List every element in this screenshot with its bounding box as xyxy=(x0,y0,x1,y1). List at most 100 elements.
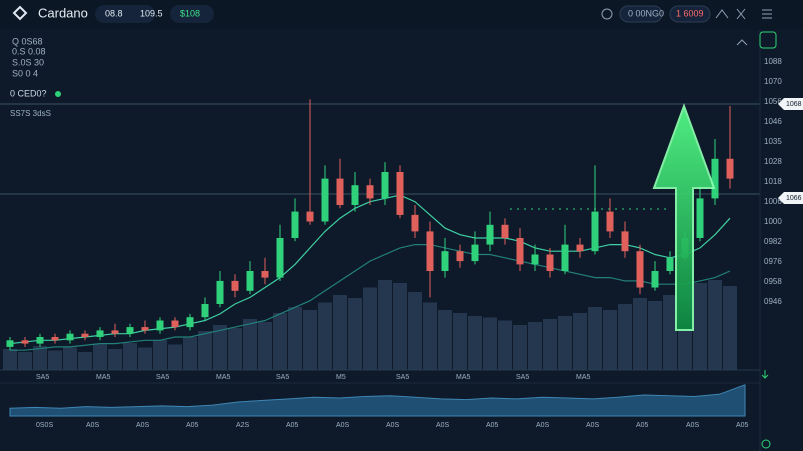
volume-bar xyxy=(588,307,602,370)
candle-body xyxy=(621,231,629,252)
volume-bar xyxy=(48,350,62,370)
volume-bar xyxy=(393,283,407,370)
candle-body xyxy=(471,244,479,262)
candle-body xyxy=(366,185,374,199)
trend-arrow xyxy=(652,103,716,331)
time-label: SA5 xyxy=(276,374,289,381)
info-line: S0 0 4 xyxy=(12,68,38,78)
candle-body xyxy=(21,340,29,344)
time-label: SA5 xyxy=(516,374,529,381)
candle-body xyxy=(351,185,359,205)
volume-bar xyxy=(78,352,92,370)
volume-bar xyxy=(138,347,152,370)
time-label: MA5 xyxy=(216,374,231,381)
volume-bar xyxy=(498,320,512,370)
time-label: M5 xyxy=(336,374,346,381)
candle-body xyxy=(321,178,329,222)
volume-bar xyxy=(228,328,242,370)
candle-body xyxy=(546,254,554,271)
info-line: Q 0S68 xyxy=(12,36,43,46)
candle-body xyxy=(651,271,659,288)
volume-bar xyxy=(603,310,617,370)
logo xyxy=(12,5,28,21)
volume-bar xyxy=(708,280,722,370)
overview-time-label: A0S xyxy=(586,422,600,429)
overview-time-label: A0S xyxy=(386,422,400,429)
stat-pill[interactable] xyxy=(170,5,214,23)
icon[interactable] xyxy=(759,31,777,49)
volume-bar xyxy=(423,302,437,370)
overview-time-label: A0S xyxy=(136,422,150,429)
overview-time-label: 0S0S xyxy=(36,422,53,429)
overview-time-label: A05 xyxy=(486,422,499,429)
volume-bar xyxy=(198,331,212,370)
stat-pill[interactable] xyxy=(95,5,155,23)
collapse[interactable] xyxy=(736,39,748,46)
volume-bar xyxy=(573,313,587,370)
pair-label: 0 CED0? xyxy=(10,88,47,98)
candle-body xyxy=(51,337,59,341)
stat: 08.8 xyxy=(105,8,123,18)
overview-time-label: A05 xyxy=(286,422,299,429)
volume-bar xyxy=(483,317,497,370)
control[interactable] xyxy=(619,5,663,23)
price-label: 0976 xyxy=(764,257,782,266)
candle-body xyxy=(591,211,599,252)
candle-body xyxy=(561,244,569,271)
time-label: SA5 xyxy=(396,374,409,381)
candle-body xyxy=(696,198,704,238)
volume-bar xyxy=(513,325,527,370)
candle-body xyxy=(396,172,404,215)
volume-bar xyxy=(438,310,452,370)
volume-bar xyxy=(3,349,17,370)
volume-bar xyxy=(303,310,317,370)
candle-body xyxy=(441,251,449,271)
icon[interactable] xyxy=(761,439,771,449)
overview-time-label: A0S xyxy=(536,422,550,429)
volume-bar xyxy=(648,301,662,370)
icon[interactable] xyxy=(601,8,613,20)
control-label: 0 00NG0 xyxy=(628,8,664,18)
title: Cardano xyxy=(38,5,88,20)
candle-body xyxy=(726,158,734,179)
candle-body xyxy=(201,304,209,318)
candle-body xyxy=(606,211,614,232)
candle-body xyxy=(456,251,464,262)
price-label: 1070 xyxy=(764,77,782,86)
price-tag-label: 1068 xyxy=(786,101,802,108)
time-label: MA5 xyxy=(96,374,111,381)
price-label: 1000 xyxy=(764,217,782,226)
price-label: 1088 xyxy=(764,57,782,66)
overview-area xyxy=(9,384,746,417)
info-line: S.0S 30 xyxy=(12,57,44,67)
overview-time-label: A2S xyxy=(236,422,250,429)
overview-time-label: A0S xyxy=(86,422,100,429)
control[interactable] xyxy=(669,5,711,23)
volume-bar xyxy=(348,298,362,370)
candle-body xyxy=(186,317,194,328)
candle-body xyxy=(291,211,299,238)
volume-bar xyxy=(378,280,392,370)
candle-body xyxy=(6,340,14,347)
volume-bar xyxy=(528,322,542,370)
icons[interactable] xyxy=(715,8,772,20)
stat: 109.5 xyxy=(140,8,163,18)
time-label: SA5 xyxy=(36,374,49,381)
volume-bar xyxy=(273,313,287,370)
candle-body xyxy=(126,327,134,334)
info-line: 0.S 0.08 xyxy=(12,46,46,56)
volume-bar xyxy=(693,283,707,370)
time-label: MA5 xyxy=(456,374,471,381)
volume-bar xyxy=(63,347,77,370)
stat: $108 xyxy=(180,8,200,18)
volume-bar xyxy=(663,295,677,370)
time-label: MA5 xyxy=(576,374,591,381)
price-label: 0958 xyxy=(764,277,782,286)
overview-time-label: A05 xyxy=(186,422,199,429)
volume-bar xyxy=(363,287,377,370)
icon[interactable] xyxy=(761,370,769,379)
candle-body xyxy=(216,280,224,304)
candle-body xyxy=(276,238,284,278)
volume-bar xyxy=(93,344,107,370)
